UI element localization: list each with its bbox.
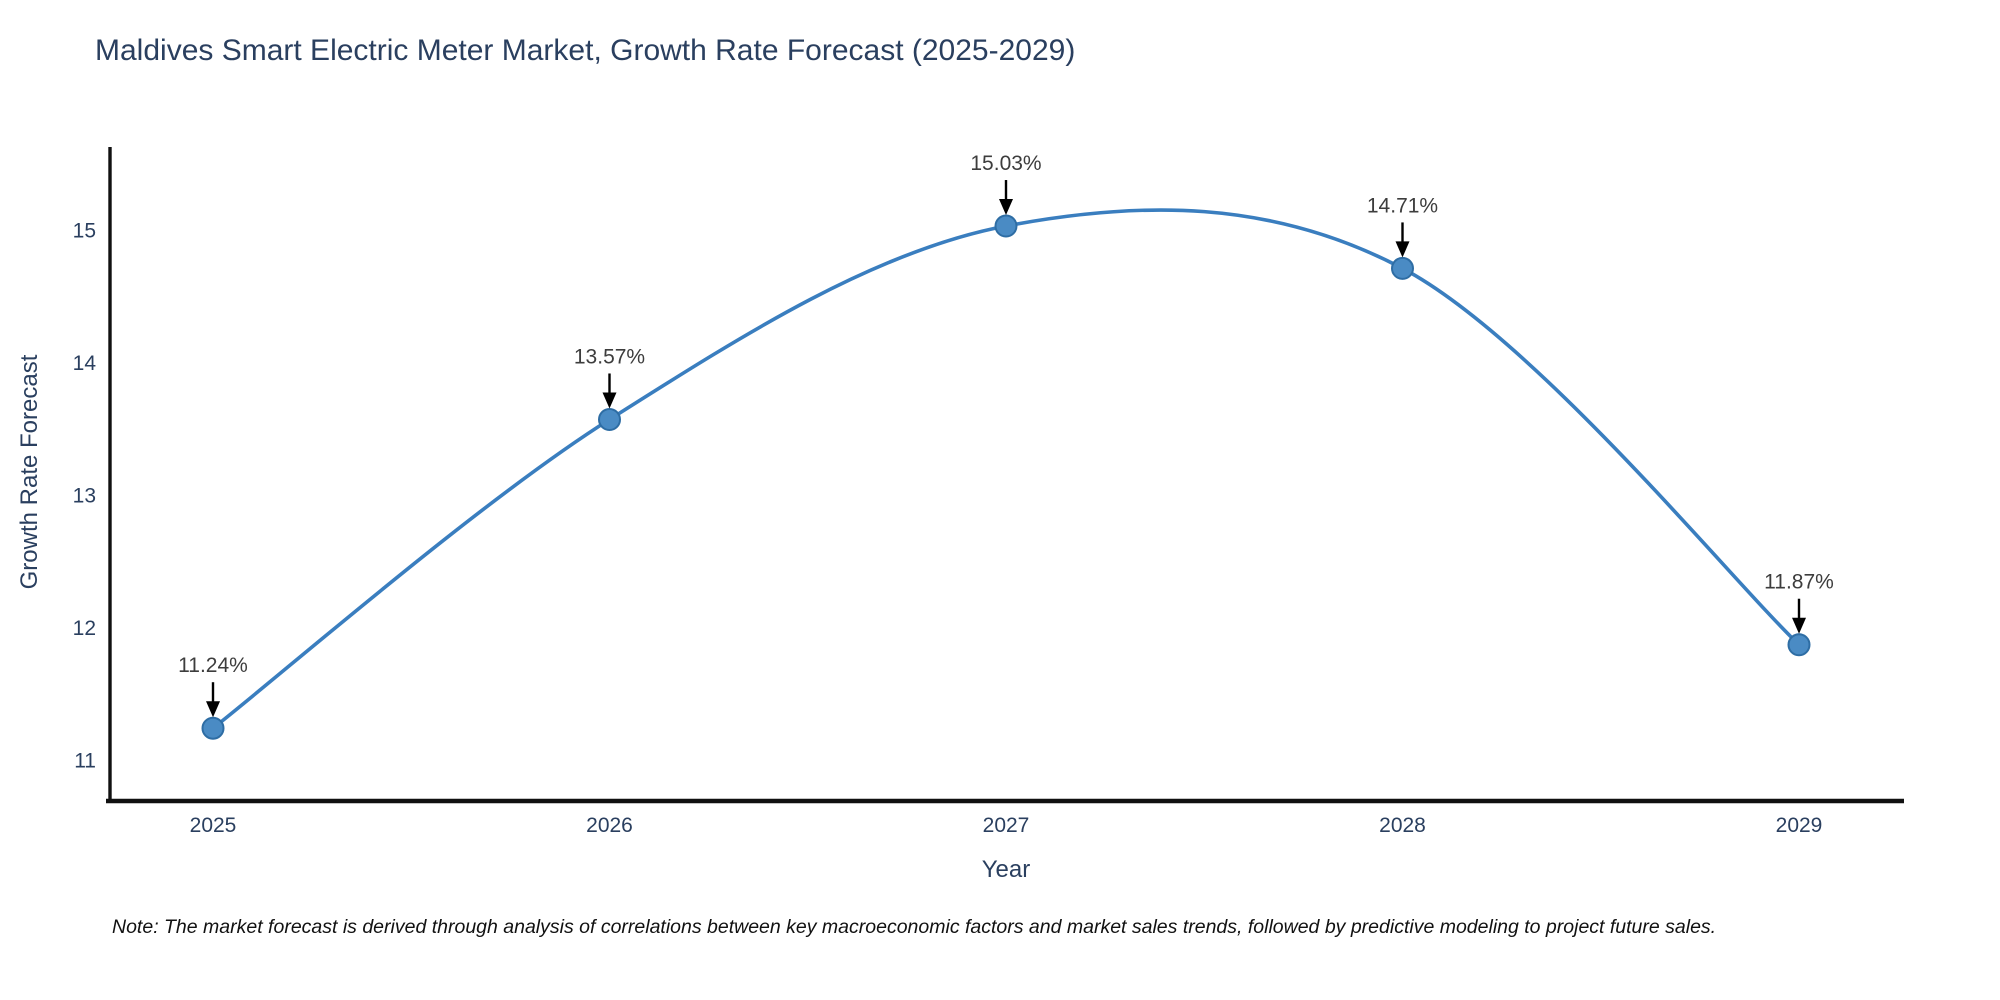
chart-title: Maldives Smart Electric Meter Market, Gr… [95, 34, 1076, 67]
annotation-arrowhead [602, 392, 617, 409]
y-tick-label: 13 [73, 485, 96, 508]
annotation-arrowhead [999, 199, 1013, 216]
trend-line [211, 208, 1801, 730]
annotation-arrowhead [206, 701, 220, 718]
data-point-marker [994, 214, 1018, 238]
annotation-arrowhead [1792, 617, 1806, 634]
x-tick-label: 2027 [983, 814, 1030, 837]
data-point-marker [1787, 633, 1811, 657]
x-tick-label: 2028 [1379, 814, 1426, 837]
x-tick-label: 2029 [1776, 814, 1823, 837]
x-axis-title: Year [981, 856, 1031, 883]
y-tick-label: 14 [73, 352, 97, 375]
data-point-label: 14.71% [1367, 194, 1438, 217]
data-point-label: 11.24% [178, 654, 248, 677]
data-point-label: 13.57% [574, 345, 645, 368]
y-tick-label: 15 [73, 220, 96, 243]
data-point-label: 11.87% [1764, 571, 1834, 594]
x-tick-label: 2025 [190, 814, 237, 837]
y-tick-label: 11 [74, 750, 96, 773]
data-point-marker [201, 716, 225, 740]
data-point-label: 15.03% [970, 152, 1041, 175]
y-tick-label: 12 [73, 617, 96, 640]
annotation-arrowhead [1395, 241, 1410, 258]
data-point-marker [1391, 256, 1414, 280]
data-point-marker [598, 407, 621, 431]
footnote: Note: The market forecast is derived thr… [112, 916, 1717, 938]
x-tick-label: 2026 [586, 814, 633, 837]
